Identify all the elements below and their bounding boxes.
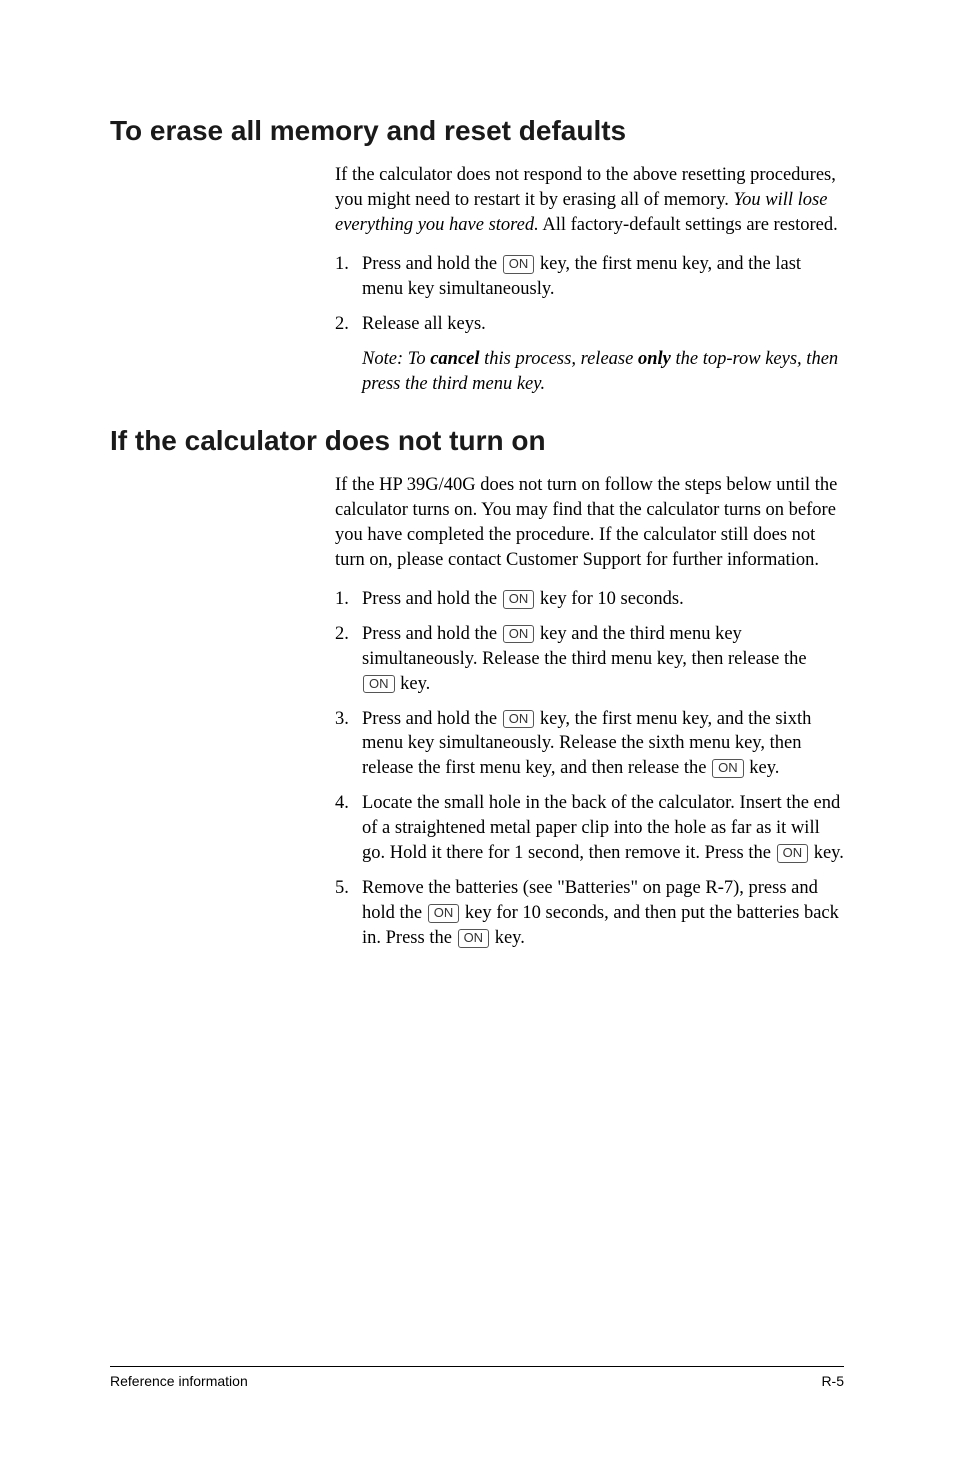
section-heading-erase: To erase all memory and reset defaults [110, 115, 844, 147]
step-number: 2. [335, 312, 362, 337]
intro-paragraph-erase: If the calculator does not respond to th… [335, 163, 844, 238]
page-footer: Reference information R-5 [110, 1366, 844, 1389]
step-t1: Press and hold the [362, 624, 502, 644]
step-t1: Press and hold the [362, 589, 502, 609]
on-key-icon: ON [458, 929, 490, 948]
intro-post: All factory-default settings are restore… [539, 215, 838, 235]
list-item: 2. Release all keys. [335, 312, 844, 337]
intro-paragraph-noturnon: If the HP 39G/40G does not turn on follo… [335, 473, 844, 573]
note-paragraph: Note: To cancel this process, release on… [362, 347, 844, 397]
step-t3: key. [490, 928, 525, 948]
step-list-noturnon: 1. Press and hold the ON key for 10 seco… [335, 587, 844, 952]
step-text: Locate the small hole in the back of the… [362, 791, 844, 866]
on-key-icon: ON [712, 759, 744, 778]
note-prefix: Note: To [362, 349, 430, 369]
on-key-icon: ON [363, 675, 395, 694]
list-item: 1. Press and hold the ON key, the first … [335, 252, 844, 302]
step-number: 2. [335, 622, 362, 697]
list-item: 4. Locate the small hole in the back of … [335, 791, 844, 866]
on-key-icon: ON [777, 844, 809, 863]
note-bold-cancel: cancel [430, 349, 479, 369]
list-item: 1. Press and hold the ON key for 10 seco… [335, 587, 844, 612]
step-t1: Press and hold the [362, 254, 502, 274]
note-bold-only: only [638, 349, 671, 369]
step-text: Press and hold the ON key and the third … [362, 622, 844, 697]
step-t2: key. [809, 843, 844, 863]
footer-section-label: Reference information [110, 1373, 248, 1389]
on-key-icon: ON [503, 710, 535, 729]
section-heading-noturnon: If the calculator does not turn on [110, 425, 844, 457]
step-t3: key. [396, 674, 431, 694]
list-item: 2. Press and hold the ON key and the thi… [335, 622, 844, 697]
footer-page-number: R-5 [821, 1373, 844, 1389]
list-item: 3. Press and hold the ON key, the first … [335, 707, 844, 782]
step-text: Press and hold the ON key, the first men… [362, 252, 844, 302]
note-mid: this process, release [480, 349, 638, 369]
footer-row: Reference information R-5 [110, 1373, 844, 1389]
list-item: 5. Remove the batteries (see "Batteries"… [335, 876, 844, 951]
step-t1: Press and hold the [362, 709, 502, 729]
footer-rule [110, 1366, 844, 1367]
step-text: Release all keys. [362, 312, 844, 337]
on-key-icon: ON [503, 590, 535, 609]
step-t2: key for 10 seconds. [535, 589, 683, 609]
step-t1: Locate the small hole in the back of the… [362, 793, 840, 863]
step-text: Remove the batteries (see "Batteries" on… [362, 876, 844, 951]
step-text: Press and hold the ON key, the first men… [362, 707, 844, 782]
step-number: 3. [335, 707, 362, 782]
on-key-icon: ON [503, 625, 535, 644]
step-number: 1. [335, 252, 362, 302]
on-key-icon: ON [503, 255, 535, 274]
on-key-icon: ON [428, 904, 460, 923]
step-t3: key. [745, 758, 780, 778]
step-number: 4. [335, 791, 362, 866]
step-text: Press and hold the ON key for 10 seconds… [362, 587, 844, 612]
step-list-erase: 1. Press and hold the ON key, the first … [335, 252, 844, 337]
step-t1: Release all keys. [362, 314, 486, 334]
step-number: 1. [335, 587, 362, 612]
step-number: 5. [335, 876, 362, 951]
